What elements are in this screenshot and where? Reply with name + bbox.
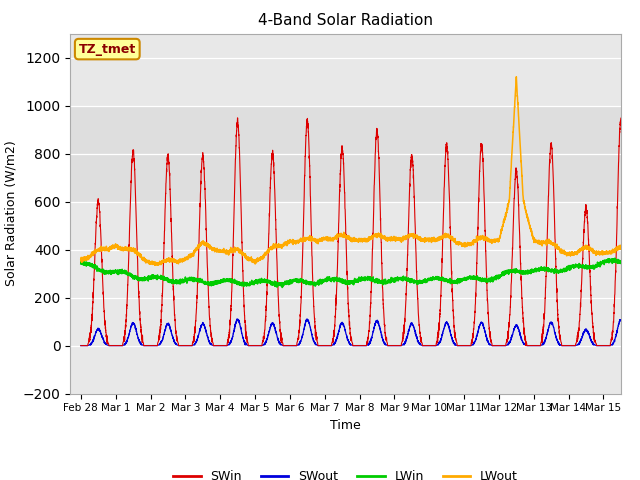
Legend: SWin, SWout, LWin, LWout: SWin, SWout, LWin, LWout (168, 465, 523, 480)
Text: TZ_tmet: TZ_tmet (79, 43, 136, 56)
X-axis label: Time: Time (330, 419, 361, 432)
Bar (70, 106, 621, 202)
Title: 4-Band Solar Radiation: 4-Band Solar Radiation (258, 13, 433, 28)
Y-axis label: Solar Radiation (W/m2): Solar Radiation (W/m2) (4, 141, 17, 287)
